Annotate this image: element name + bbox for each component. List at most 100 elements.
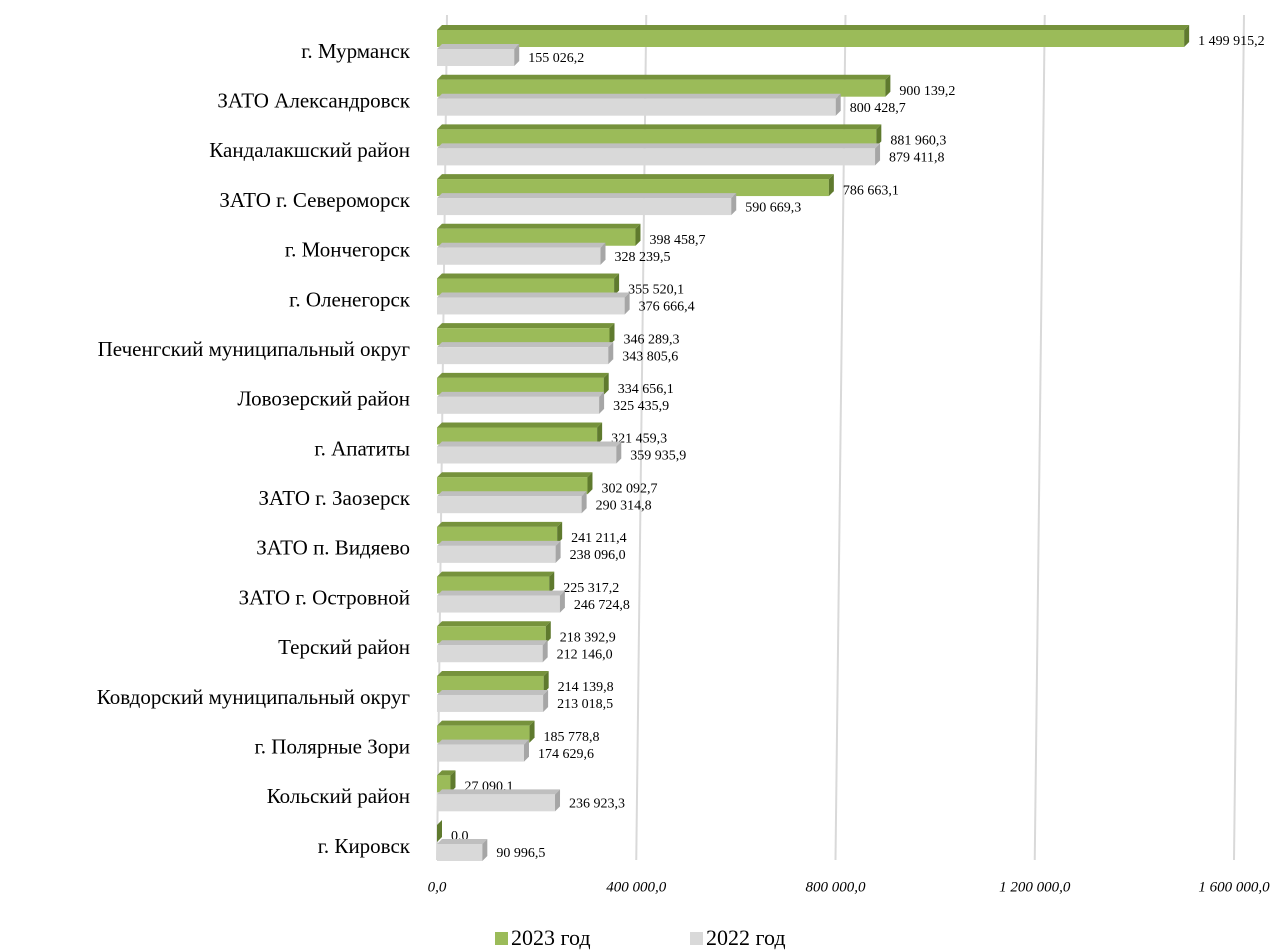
bar-top (437, 491, 587, 497)
category-label: г. Кировск (318, 834, 411, 858)
bar-side (581, 491, 587, 514)
bar-side (835, 93, 841, 116)
bar (437, 794, 556, 812)
bar (437, 396, 600, 414)
category-label: ЗАТО п. Видяево (256, 536, 410, 560)
bar-side (555, 540, 561, 563)
bar (437, 347, 609, 365)
bar-top (437, 93, 841, 99)
bar-side (559, 590, 565, 613)
bar-top (437, 174, 834, 180)
bar-top (437, 739, 529, 745)
bar-side (597, 422, 603, 445)
value-label: 800 428,7 (850, 101, 906, 116)
value-label: 185 778,8 (544, 730, 600, 745)
x-tick-label: 0,0 (428, 879, 447, 895)
legend-swatch (495, 932, 508, 945)
category-label: Ловозерский район (237, 387, 410, 411)
bar-side (587, 472, 593, 495)
bar-top (437, 74, 891, 80)
bar-top (437, 571, 555, 577)
value-label: 213 018,5 (557, 697, 613, 712)
category-label: ЗАТО г. Заозерск (258, 486, 410, 510)
bar-top (437, 292, 630, 298)
x-tick-label: 800 000,0 (806, 879, 867, 895)
category-label: Печенгский муниципальный округ (98, 337, 411, 361)
grid-line (1033, 14, 1046, 861)
value-label: 174 629,6 (538, 747, 594, 762)
bar-top (437, 839, 488, 844)
legend-label: 2022 год (706, 925, 786, 950)
value-label: 155 026,2 (528, 51, 584, 66)
bar-side (549, 571, 555, 594)
bar-top (437, 590, 565, 596)
bar (437, 626, 546, 644)
bar (437, 725, 530, 743)
bar-top (437, 273, 620, 279)
bar-top (437, 540, 561, 546)
bar (437, 446, 617, 464)
bar (437, 98, 836, 116)
bar (437, 198, 732, 216)
bar (437, 49, 515, 66)
bar-side (450, 770, 456, 793)
value-label: 355 520,1 (628, 283, 684, 298)
bar (437, 595, 560, 613)
bar (437, 496, 582, 514)
bar-side (543, 689, 549, 712)
bar-top (437, 342, 614, 348)
bar (437, 477, 588, 495)
value-label: 881 960,3 (890, 134, 946, 149)
value-label: 376 666,4 (639, 300, 695, 315)
value-label: 290 314,8 (596, 498, 652, 513)
category-label: г. Апатиты (314, 436, 410, 460)
x-tick-label: 400 000,0 (606, 879, 667, 895)
bar-side (608, 342, 614, 365)
bar-side (542, 640, 548, 663)
bar-side (557, 521, 563, 544)
bar-side (609, 323, 615, 346)
bar (437, 297, 625, 315)
bar-top (437, 472, 593, 478)
bar-top (437, 193, 737, 199)
bar-side (523, 739, 529, 762)
value-label: 238 096,0 (570, 548, 626, 563)
grid-line (1233, 14, 1245, 861)
category-label: г. Мурманск (301, 39, 411, 63)
bar-top (437, 670, 549, 676)
value-label: 302 092,7 (601, 481, 657, 496)
bar (437, 744, 524, 762)
value-label: 218 392,9 (560, 630, 616, 645)
value-label: 879 411,8 (889, 151, 944, 166)
bar-side (731, 193, 737, 216)
bar-top (437, 25, 1190, 30)
value-label: 359 935,9 (630, 449, 686, 464)
bar (437, 576, 550, 594)
bar (437, 694, 544, 712)
bar-side (1184, 25, 1190, 47)
bar-side (614, 273, 620, 296)
bar (437, 675, 544, 693)
bar-top (437, 689, 549, 695)
bar-top (437, 124, 882, 130)
value-label: 900 139,2 (899, 84, 955, 99)
value-label: 334 656,1 (618, 382, 674, 397)
bar-side (885, 74, 891, 97)
bar-side (514, 44, 520, 66)
bar-side (555, 789, 561, 812)
x-tick-label: 1 200 000,0 (999, 879, 1071, 895)
value-label: 343 805,6 (622, 349, 678, 364)
bar-top (437, 223, 641, 229)
bar-side (828, 174, 834, 197)
legend-label: 2023 год (511, 925, 591, 950)
legend-swatch (690, 932, 703, 945)
bar-side (624, 292, 630, 315)
bar-top (437, 621, 551, 627)
bar-side (599, 391, 605, 414)
bar-top (437, 242, 606, 248)
category-label: г. Оленегорск (289, 287, 411, 311)
bar-top (437, 640, 548, 646)
value-label: 590 669,3 (745, 200, 801, 215)
category-label: Ковдорский муниципальный округ (97, 685, 411, 709)
